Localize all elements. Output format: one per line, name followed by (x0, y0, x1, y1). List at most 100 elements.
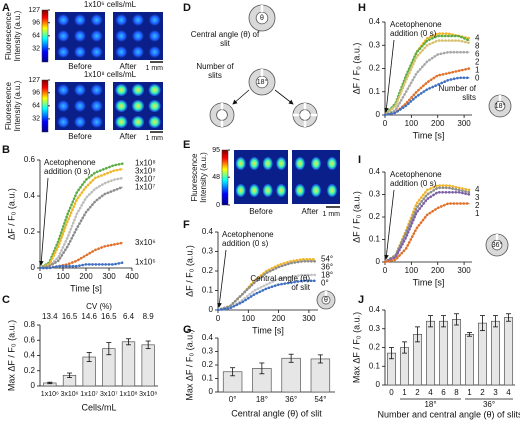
cell-spot (74, 14, 86, 26)
colorbar-tick-label: 64 (32, 103, 40, 110)
x-tick-label: 100 (405, 119, 419, 128)
y-tick-label: 0.3 (369, 190, 381, 199)
cell-spot (57, 100, 70, 112)
colorbar-label: Fluorescence Intensity (a.u.) (190, 152, 208, 203)
y-tick-label: 0.2 (369, 64, 381, 73)
x-tick-label: 3x10⁸ (139, 391, 157, 398)
x-tick-label: 0 (38, 272, 43, 281)
panel-letter: A (2, 2, 10, 14)
y-tick-label: 0.6 (24, 155, 36, 164)
scale-label: 1 mm (146, 135, 164, 142)
slit-icon (292, 102, 318, 128)
series-line-core (384, 77, 470, 116)
bar (503, 317, 514, 386)
y-axis-label: Max ΔF / F₀ (a.u.) (6, 320, 16, 391)
y-tick-label: 0.8 (24, 320, 36, 329)
cell-spot (115, 84, 128, 96)
x-axis-label: Time [s] (252, 325, 284, 335)
cell-spot (148, 14, 161, 26)
legend-label: 2 (475, 57, 480, 66)
colorbar-tick-label: 32 (32, 46, 40, 53)
image-label: Before (68, 132, 92, 141)
cell-spot (276, 157, 287, 170)
cell-spot (235, 157, 246, 170)
cell-spot (74, 30, 86, 42)
x-tick-label: 0 (216, 314, 221, 323)
series-line-core (384, 191, 470, 263)
x-tick-label: 2 (415, 388, 420, 397)
y-tick-label: 0 (376, 257, 381, 266)
x-axis-label: Number and central angle (θ) of slits (377, 409, 520, 419)
legend-label: 36° (321, 262, 333, 271)
cell-spot (132, 100, 144, 112)
colorbar (41, 9, 49, 63)
cell-spot (115, 46, 128, 58)
cell-spot (327, 157, 337, 170)
x-tick-label: 2 (480, 388, 485, 397)
arrow (38, 177, 49, 266)
group-label: 36° (483, 400, 495, 409)
series-line-core (384, 40, 470, 116)
panel-letter: H (358, 2, 366, 14)
y-tick-label: 0.2 (369, 343, 381, 352)
legend-label: 3x10⁶ (135, 238, 156, 247)
cell-spot (90, 30, 103, 42)
y-tick-label: 0 (31, 381, 36, 390)
icon-label: 18° (257, 78, 268, 86)
series-line-core (39, 163, 123, 269)
legend-label: 54° (321, 254, 333, 263)
cell-spot (90, 84, 103, 96)
annotation: Acetophenone addition (0 s) (390, 20, 442, 38)
y-tick-label: 0 (376, 380, 381, 389)
x-tick-label: 0° (229, 395, 237, 404)
bar (438, 320, 449, 386)
arrow (384, 189, 395, 260)
cv-title: CV (%) (86, 302, 112, 311)
colorbar-label-box: Fluorescence Intensity (a.u.) (4, 80, 22, 132)
y-tick-label: 0.3 (202, 247, 214, 256)
inset-label: Number of slits (438, 84, 476, 102)
x-tick-label: 300 (302, 314, 316, 323)
row-title: 1x10⁶ cells/mL (84, 0, 137, 9)
legend-label: 1 (475, 209, 480, 218)
colorbar-label: Fluorescence Intensity (a.u.) (4, 80, 22, 132)
y-tick-label: 0.4 (369, 17, 381, 26)
x-tick-label: 200 (431, 266, 445, 275)
cv-label: 8.9 (143, 312, 155, 321)
colorbar-label-box: Fluorescence Intensity (a.u.) (4, 11, 22, 62)
legend-label: 0 (475, 73, 480, 82)
arrow (217, 249, 227, 308)
series-line-core (39, 168, 123, 269)
x-tick-label: 8 (454, 388, 459, 397)
x-axis-label: Cells/mL (81, 402, 116, 412)
cv-label: 16.5 (101, 312, 117, 321)
arrow (384, 39, 395, 113)
colorbar-tick-label: 96 (32, 20, 40, 27)
cell-spot (74, 84, 86, 96)
icon-label: θ (260, 15, 264, 22)
annotation-box: Acetophenone addition (0 s) (222, 230, 274, 248)
x-tick-label: 1x10⁶ (41, 391, 59, 398)
image-label: After (120, 62, 137, 71)
x-tick-label: 1 (402, 388, 407, 397)
arrow (232, 89, 250, 105)
x-axis-label: Central angle (θ) of slit (231, 408, 322, 418)
x-tick-label: 300 (457, 119, 471, 128)
cell-spot (74, 46, 86, 58)
cell-spot (132, 30, 144, 42)
series-line-core (39, 177, 123, 269)
annotation-box: Acetophenone addition (0 s) (390, 170, 442, 188)
icon-label: 36° (492, 241, 503, 249)
x-tick-label: 4 (428, 388, 433, 397)
bar (477, 322, 488, 386)
inset-label-box: Central angle (θ) of slit (250, 274, 310, 292)
cell-spot (235, 184, 246, 197)
bar (121, 341, 136, 387)
cv-label: 14.6 (81, 312, 97, 321)
annotation: Acetophenone addition (0 s) (222, 230, 274, 248)
x-axis-label: Time [s] (413, 130, 445, 140)
x-tick-label: 4 (506, 388, 511, 397)
image-label: Before (249, 207, 273, 216)
legend-label: 0° (321, 278, 329, 287)
